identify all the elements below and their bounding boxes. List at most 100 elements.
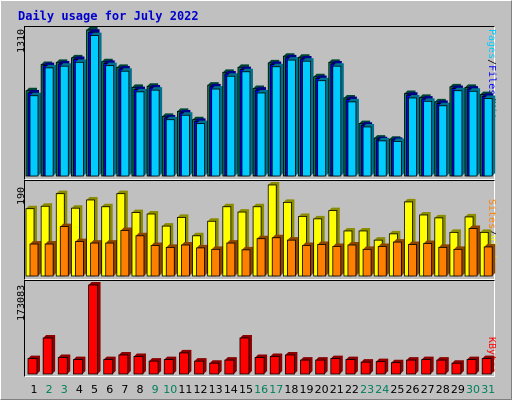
kbytes-bar-day-9 xyxy=(148,358,162,375)
pages-bar-day-27-face xyxy=(423,100,433,177)
pages-bar-day-2 xyxy=(44,64,57,177)
kbytes-bar-day-13-face xyxy=(209,362,220,375)
pages-bar-day-8 xyxy=(135,88,147,177)
pages-bar-day-3-face xyxy=(59,65,69,177)
kbytes-bar-day-19-face xyxy=(300,359,310,375)
day-label-23: 23 xyxy=(360,383,374,396)
sites-bar-day-8-face xyxy=(135,235,145,277)
pages-bar-day-2-face xyxy=(44,67,54,177)
kbytes-bar-day-31-face xyxy=(481,358,492,375)
sites-bar-day-7 xyxy=(120,227,132,277)
sites-bar-day-9-face xyxy=(150,245,160,277)
kbytes-bar-day-9-face xyxy=(148,360,159,375)
pages-bar-day-30 xyxy=(468,88,481,177)
sites-bar-day-22 xyxy=(347,242,359,277)
pages-bar-day-23-face xyxy=(362,126,372,177)
kbytes-bar-day-26 xyxy=(406,357,419,375)
sites-bar-day-11-face xyxy=(180,244,190,277)
kbytes-bar-day-24-face xyxy=(375,361,386,375)
kbytes-bar-day-14 xyxy=(224,357,237,375)
kbytes-bar-day-3-face xyxy=(57,357,68,375)
day-label-27: 27 xyxy=(421,383,435,396)
sites-bar-day-6 xyxy=(105,240,117,277)
day-label-20: 20 xyxy=(315,383,329,396)
day-label-30: 30 xyxy=(466,383,480,396)
pages-bar-day-24-face xyxy=(377,140,387,177)
pages-bar-day-19-face xyxy=(302,60,311,177)
pages-bar-day-28 xyxy=(438,102,450,177)
kbytes-bar-day-8 xyxy=(133,353,146,375)
kbytes-bar-day-30 xyxy=(466,356,480,375)
pages-bar-day-31-face xyxy=(483,98,493,177)
sites-bar-day-7-face xyxy=(120,230,130,277)
kbytes-bar-day-17-face xyxy=(269,356,280,375)
pages-bar-day-3 xyxy=(59,63,72,177)
sites-bar-day-21-face xyxy=(332,246,342,277)
pages-bar-day-20-face xyxy=(317,80,327,177)
pages-bar-day-13 xyxy=(211,86,223,177)
kbytes-bar-day-12-face xyxy=(194,360,204,375)
pages-bar-day-6-face xyxy=(105,65,115,177)
day-label-12: 12 xyxy=(194,383,208,396)
sites-bar-day-31 xyxy=(483,243,496,277)
day-label-15: 15 xyxy=(239,383,253,396)
sites-bar-day-3 xyxy=(59,223,72,277)
day-label-10: 10 xyxy=(163,383,177,396)
pages-bar-day-20 xyxy=(317,77,329,177)
day-label-3: 3 xyxy=(61,383,68,396)
kbytes-bar-day-4 xyxy=(73,356,86,375)
pages-bar-day-12 xyxy=(196,120,208,177)
kbytes-bar-day-25 xyxy=(390,359,404,375)
pages-bar-day-30-face xyxy=(468,90,478,177)
sites-bar-day-19-face xyxy=(302,245,311,277)
sites-bar-day-21 xyxy=(332,243,344,277)
pages-bar-day-28-face xyxy=(438,105,448,177)
sites-bar-day-17-face xyxy=(271,237,281,277)
day-label-29: 29 xyxy=(451,383,465,396)
pages-bar-day-6 xyxy=(105,62,117,177)
kbytes-bar-day-6-face xyxy=(103,359,114,375)
kbytes-bar-day-1-face xyxy=(27,358,38,375)
kbytes-bar-day-1 xyxy=(27,355,40,375)
sites-bar-day-6-face xyxy=(105,242,115,277)
sites-bar-day-22-face xyxy=(347,244,357,277)
sites-bar-day-15 xyxy=(241,246,253,277)
chart-title: Daily usage for July 2022 xyxy=(18,9,199,23)
kbytes-bar-day-27-face xyxy=(421,359,432,375)
pages-bar-day-10-face xyxy=(165,119,175,177)
kbytes-bar-day-5-face xyxy=(88,284,98,375)
sites-bar-day-13 xyxy=(211,246,223,277)
pages-bar-day-25 xyxy=(392,138,405,177)
kbytes-bar-day-26-face xyxy=(406,359,416,375)
sites-bar-day-15-face xyxy=(241,249,251,277)
kbytes-bar-day-27 xyxy=(421,356,434,375)
kbytes-bar-day-22-face xyxy=(345,359,356,375)
sites-bar-day-26-face xyxy=(408,244,417,277)
kbytes-bar-day-24 xyxy=(375,358,389,375)
kbytes-bar-day-21 xyxy=(330,355,343,375)
sites-bar-day-9 xyxy=(150,242,163,277)
sites-bar-day-20-face xyxy=(317,244,327,277)
kbytes-bar-day-28-face xyxy=(436,359,447,375)
kbytes-bar-day-31 xyxy=(481,355,495,375)
pages-bar-day-29 xyxy=(453,87,465,177)
kbytes-bar-day-11-face xyxy=(178,352,189,375)
pages-bar-day-4-face xyxy=(75,61,84,177)
day-label-14: 14 xyxy=(224,383,238,396)
day-label-18: 18 xyxy=(284,383,298,396)
sites-bar-day-28-face xyxy=(438,247,448,277)
day-label-13: 13 xyxy=(209,383,223,396)
pages-bar-day-1-face xyxy=(29,95,39,177)
day-label-19: 19 xyxy=(300,383,314,396)
day-label-4: 4 xyxy=(76,383,83,396)
sites-bar-day-30-face xyxy=(468,228,478,277)
pages-bar-day-31 xyxy=(483,95,496,177)
sites-bar-day-19 xyxy=(302,242,314,277)
sites-bar-day-29 xyxy=(453,246,465,277)
kbytes-bar-day-17 xyxy=(269,353,283,375)
sites-bar-day-31-face xyxy=(483,246,493,277)
pages-bar-day-29-face xyxy=(453,90,463,177)
kbytes-bar-day-28 xyxy=(436,357,449,375)
kbytes-bar-day-6 xyxy=(103,356,116,375)
kbytes-bar-day-2 xyxy=(42,335,56,375)
